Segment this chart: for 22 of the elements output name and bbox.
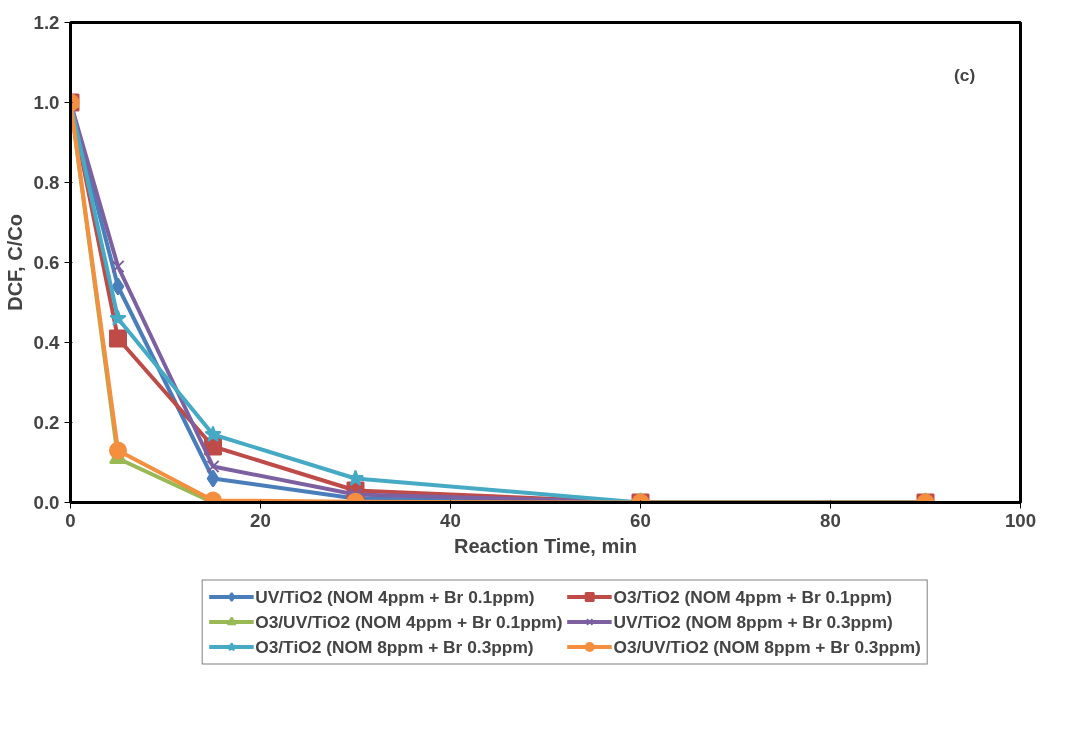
annotation: (c) [954, 64, 976, 85]
x-tick-label: 100 [1004, 509, 1037, 531]
y-tick-label: 0.8 [33, 172, 60, 193]
y-tick-label: 0.4 [33, 332, 61, 353]
legend-label: O3/TiO2 (NOM 4ppm + Br 0.1ppm) [613, 586, 892, 607]
x-tick-label: 0 [65, 509, 76, 531]
x-tick-label: 60 [630, 509, 651, 531]
legend-label: O3/UV/TiO2 (NOM 8ppm + Br 0.3ppm) [613, 636, 921, 657]
legend-label: O3/TiO2 (NOM 8ppm + Br 0.3ppm) [255, 636, 534, 657]
x-tick-label: 40 [440, 509, 461, 531]
x-tick-label: 80 [820, 509, 841, 531]
y-tick-label: 1.0 [33, 92, 60, 113]
legend-label: O3/UV/TiO2 (NOM 4ppm + Br 0.1ppm) [255, 611, 563, 632]
legend-label: UV/TiO2 (NOM 4ppm + Br 0.1ppm) [255, 586, 535, 607]
y-tick-label: 1.2 [33, 12, 60, 33]
y-axis-title: DCF, C/Co [3, 214, 26, 311]
y-tick-label: 0.2 [33, 412, 60, 433]
legend-label: UV/TiO2 (NOM 8ppm + Br 0.3ppm) [613, 611, 893, 632]
x-axis-title: Reaction Time, min [454, 534, 638, 557]
y-tick-label: 0.0 [33, 492, 60, 513]
x-tick-label: 20 [250, 509, 271, 531]
y-tick-label: 0.6 [33, 252, 60, 273]
